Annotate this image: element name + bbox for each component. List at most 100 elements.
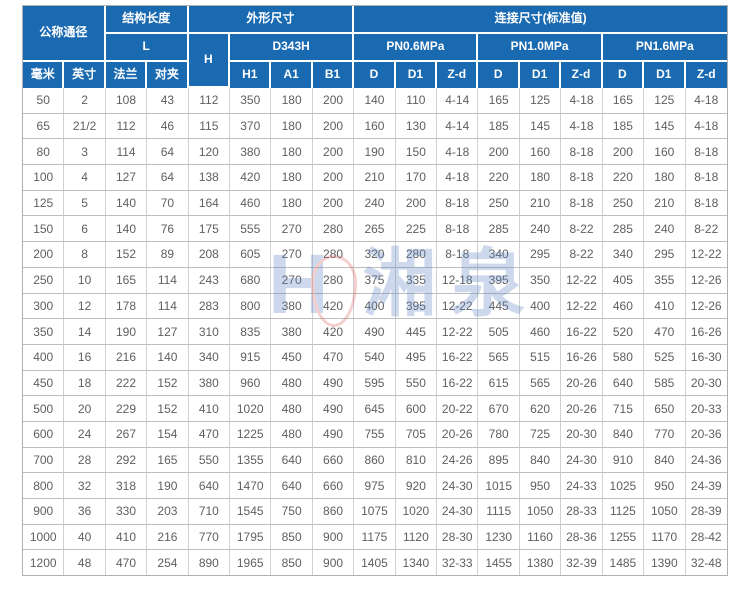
table-row: 1000 40 410 216 770 1795 850 900 1175 1120 28-30 12… <box>23 524 727 551</box>
cell: 850 <box>271 524 313 551</box>
cell: 1795 <box>230 524 272 551</box>
cell: 910 <box>602 447 645 474</box>
cell: 1170 <box>644 524 686 551</box>
cell: 115 <box>188 113 231 140</box>
cell: 180 <box>271 113 313 140</box>
cell: 860 <box>312 499 355 525</box>
cell: 640 <box>271 473 313 499</box>
cell: 127 <box>105 165 148 191</box>
cell: 20-33 <box>685 396 727 422</box>
cell: 505 <box>478 319 520 345</box>
cell: 216 <box>105 344 148 371</box>
cell: 1050 <box>519 499 562 525</box>
cell: 400 <box>354 293 396 320</box>
cell: 48 <box>64 550 106 576</box>
cell: 20-26 <box>561 370 603 397</box>
cell: 229 <box>105 396 148 422</box>
cell: 200 <box>602 139 645 166</box>
cell: 330 <box>105 499 148 525</box>
cell: 138 <box>188 165 231 191</box>
cell: 190 <box>354 139 396 166</box>
cell: 6 <box>64 216 106 243</box>
cell: 20-36 <box>685 422 727 448</box>
cell: 267 <box>105 421 148 448</box>
cell: 185 <box>478 113 520 140</box>
table-row: 350 14 190 127 310 835 380 420 490 445 12-22 505 460… <box>23 319 727 345</box>
table-row: 1200 48 470 254 890 1965 850 900 1405 1340 32-33 14… <box>23 550 727 576</box>
header-connection-size: 连接尺寸(标准值) <box>354 6 727 34</box>
cell: 460 <box>602 293 645 320</box>
header-pn16: PN1.6MPa <box>602 34 727 62</box>
cell: 525 <box>644 344 686 371</box>
cell: 750 <box>271 499 313 525</box>
header-pn16-D: D <box>602 62 645 88</box>
cell: 350 <box>519 267 562 294</box>
cell: 200 <box>312 165 355 191</box>
cell: 254 <box>147 550 189 576</box>
header-pn10: PN1.0MPa <box>478 34 603 62</box>
cell: 8-18 <box>437 216 479 243</box>
cell: 114 <box>147 267 189 294</box>
cell: 320 <box>354 242 396 268</box>
header-pn06-Zd: Z-d <box>437 62 479 88</box>
header-pn06: PN0.6MPa <box>354 34 479 62</box>
cell: 420 <box>230 165 272 191</box>
cell: 240 <box>519 216 562 243</box>
cell: 165 <box>602 88 645 114</box>
cell: 4 <box>64 165 106 191</box>
cell: 200 <box>395 190 438 217</box>
cell: 470 <box>188 421 231 448</box>
header-mm: 毫米 <box>23 62 65 88</box>
cell: 152 <box>147 370 189 397</box>
cell: 210 <box>519 190 562 217</box>
cell: 165 <box>478 88 520 114</box>
cell: 1025 <box>602 473 645 499</box>
cell: 1390 <box>644 550 686 576</box>
cell: 170 <box>395 165 438 191</box>
cell: 490 <box>312 421 355 448</box>
cell: 380 <box>271 293 313 320</box>
table-row: 300 12 178 114 283 800 380 420 400 395 12-22 445 400… <box>23 293 727 320</box>
cell: 900 <box>312 524 355 551</box>
cell: 210 <box>354 165 396 191</box>
cell: 1020 <box>230 396 272 422</box>
cell: 2 <box>64 88 106 114</box>
cell: 660 <box>312 473 355 499</box>
cell: 76 <box>147 216 189 243</box>
cell: 12-26 <box>685 268 727 294</box>
cell: 4-14 <box>437 88 479 114</box>
header-A1: A1 <box>271 62 313 88</box>
cell: 565 <box>519 370 562 397</box>
cell: 460 <box>519 319 562 345</box>
cell: 114 <box>105 139 148 166</box>
cell: 300 <box>23 293 65 320</box>
cell: 250 <box>602 190 645 217</box>
cell: 140 <box>354 88 396 114</box>
cell: 108 <box>105 88 148 114</box>
cell: 208 <box>188 242 231 268</box>
cell: 8-18 <box>685 165 727 191</box>
cell: 190 <box>147 473 189 499</box>
table-row: 250 10 165 114 243 680 270 280 375 335 12-18 395 350… <box>23 267 727 294</box>
cell: 110 <box>395 88 438 114</box>
header-row-3: 毫米 英寸 法兰 对夹 H1 A1 B1 D D1 Z-d D D1 Z-d D… <box>23 62 727 88</box>
header-pn06-D: D <box>354 62 396 88</box>
cell: 1115 <box>478 499 520 525</box>
cell: 770 <box>644 421 686 448</box>
table-row: 400 16 216 140 340 915 450 470 540 495 16-22 565 515… <box>23 344 727 371</box>
cell: 295 <box>519 242 562 268</box>
cell: 3 <box>64 139 106 166</box>
header-structure-length: 结构长度 <box>105 6 189 34</box>
header-pn16-Zd: Z-d <box>685 62 727 88</box>
cell: 495 <box>395 344 438 371</box>
cell: 24-30 <box>437 473 479 499</box>
cell: 24-33 <box>561 473 603 499</box>
cell: 450 <box>23 370 65 397</box>
header-row-1: 公称通径 结构长度 外形尺寸 连接尺寸(标准值) <box>23 6 727 62</box>
cell: 1455 <box>478 550 520 576</box>
cell: 152 <box>105 242 148 268</box>
cell: 8-22 <box>561 216 603 243</box>
cell: 28-36 <box>561 524 603 551</box>
cell: 280 <box>312 216 355 243</box>
cell: 28-33 <box>561 499 603 525</box>
